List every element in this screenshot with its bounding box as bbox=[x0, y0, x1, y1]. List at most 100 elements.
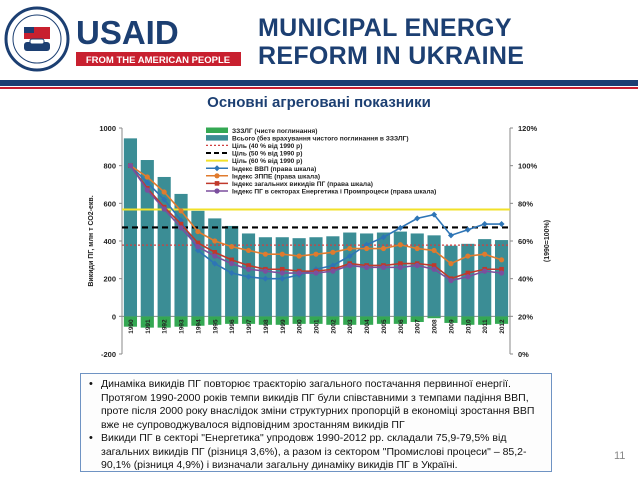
data-point bbox=[380, 264, 387, 270]
x-tick-label: 2000 bbox=[297, 319, 304, 334]
x-tick-label: 1996 bbox=[229, 319, 236, 334]
data-point bbox=[144, 174, 150, 180]
bar bbox=[157, 316, 171, 328]
data-point bbox=[498, 221, 505, 228]
bar bbox=[393, 231, 407, 317]
data-point bbox=[229, 261, 235, 267]
data-point bbox=[229, 244, 235, 250]
bar bbox=[241, 316, 256, 324]
legend-label: Ціль (40 % від 1990 р) bbox=[232, 142, 302, 150]
x-tick-label: 1994 bbox=[195, 319, 202, 334]
bar bbox=[461, 243, 475, 317]
x-tick-label: 1997 bbox=[246, 319, 253, 334]
y-tick-label-right: 0% bbox=[518, 350, 529, 359]
data-point bbox=[212, 238, 218, 244]
data-point bbox=[212, 250, 218, 255]
data-point bbox=[195, 228, 201, 235]
x-tick-label: 2007 bbox=[415, 319, 422, 334]
data-point bbox=[144, 179, 151, 186]
y-tick-label-left: 600 bbox=[103, 199, 116, 208]
data-point bbox=[212, 253, 218, 259]
x-tick-label: 2004 bbox=[364, 319, 371, 334]
data-point bbox=[194, 247, 201, 254]
page-number: 11 bbox=[614, 450, 626, 462]
data-point bbox=[448, 261, 454, 267]
bar bbox=[494, 240, 509, 317]
bar bbox=[208, 218, 222, 317]
data-point bbox=[347, 245, 353, 252]
data-point bbox=[448, 277, 454, 284]
bar bbox=[478, 239, 492, 317]
header-divider bbox=[0, 80, 638, 86]
data-point bbox=[245, 266, 252, 272]
x-tick-label: 1992 bbox=[162, 319, 169, 334]
data-point bbox=[330, 249, 336, 255]
data-point bbox=[464, 226, 471, 233]
data-point bbox=[178, 225, 184, 231]
data-point bbox=[447, 232, 454, 239]
emissions-chart: -200 0 200 400 600 800 1000 0% 20% 40% 60% 80% 100% 1… bbox=[88, 124, 551, 359]
bar bbox=[343, 316, 357, 325]
data-point bbox=[262, 268, 268, 274]
program-title-line2: REFORM IN UKRAINE bbox=[258, 42, 525, 70]
data-point bbox=[465, 270, 471, 276]
y-tick-label-left: 800 bbox=[103, 162, 116, 171]
usaid-seal-icon bbox=[4, 6, 70, 72]
data-point bbox=[398, 261, 403, 266]
data-point bbox=[214, 165, 220, 172]
bar bbox=[225, 316, 239, 324]
legend-label: Всього (без врахування чистого поглинанн… bbox=[232, 134, 409, 142]
data-point bbox=[195, 240, 201, 246]
program-title-line1: MUNICIPAL ENERGY bbox=[258, 14, 512, 42]
data-point bbox=[397, 242, 403, 248]
x-tick-label: 2003 bbox=[347, 319, 354, 334]
data-point bbox=[481, 221, 488, 228]
y-axis-label-right: (1990=100%) bbox=[544, 220, 551, 262]
x-tick-label: 1993 bbox=[179, 319, 186, 334]
data-point bbox=[228, 270, 235, 277]
y-tick-label-right: 100% bbox=[518, 162, 538, 171]
data-point bbox=[245, 247, 252, 254]
data-point bbox=[346, 253, 353, 260]
x-tick-label: 2005 bbox=[381, 319, 388, 334]
data-point bbox=[364, 245, 370, 252]
data-point bbox=[161, 196, 168, 203]
program-title: MUNICIPAL ENERGY REFORM IN UKRAINE bbox=[258, 14, 638, 70]
bar bbox=[376, 232, 391, 317]
data-point bbox=[330, 268, 336, 274]
bar bbox=[494, 316, 509, 324]
x-tick-label: 2009 bbox=[448, 319, 455, 334]
bar bbox=[292, 316, 306, 324]
data-point bbox=[414, 262, 420, 269]
data-point bbox=[313, 251, 319, 257]
bar bbox=[258, 316, 272, 325]
data-point bbox=[262, 275, 269, 282]
data-point bbox=[279, 251, 285, 257]
bar bbox=[376, 316, 391, 324]
legend-label: Індекс ВВП (права шкала) bbox=[232, 166, 316, 173]
data-point bbox=[364, 264, 370, 270]
notes-box: Динаміка викидів ПГ повторює траєкторію … bbox=[80, 373, 552, 472]
data-point bbox=[414, 215, 421, 222]
x-tick-label: 2001 bbox=[314, 319, 321, 334]
data-point bbox=[431, 263, 437, 268]
data-point bbox=[279, 270, 285, 276]
bar bbox=[427, 316, 441, 319]
note-item: Викиди ПГ в секторі "Енергетика" упродов… bbox=[89, 432, 545, 473]
data-point bbox=[347, 262, 353, 269]
y-tick-label-left: 200 bbox=[103, 275, 116, 284]
bar bbox=[360, 316, 374, 325]
data-point bbox=[465, 274, 471, 280]
legend-label: ЗЗЗЛГ (чисте поглинання) bbox=[232, 128, 317, 135]
y-tick-label-right: 20% bbox=[518, 312, 533, 321]
data-point bbox=[482, 268, 488, 274]
x-tick-label: 1998 bbox=[263, 319, 270, 334]
notes-list: Динаміка викидів ПГ повторює траєкторію … bbox=[89, 378, 545, 473]
bar bbox=[208, 316, 222, 325]
bar bbox=[393, 316, 407, 324]
y-axis-label-left: Викиди ПГ, млн т СО2-екв. bbox=[88, 195, 95, 286]
data-point bbox=[214, 181, 220, 186]
data-point bbox=[431, 247, 437, 254]
y-tick-label-right: 80% bbox=[518, 199, 533, 208]
y-tick-label-right: 40% bbox=[518, 275, 533, 284]
